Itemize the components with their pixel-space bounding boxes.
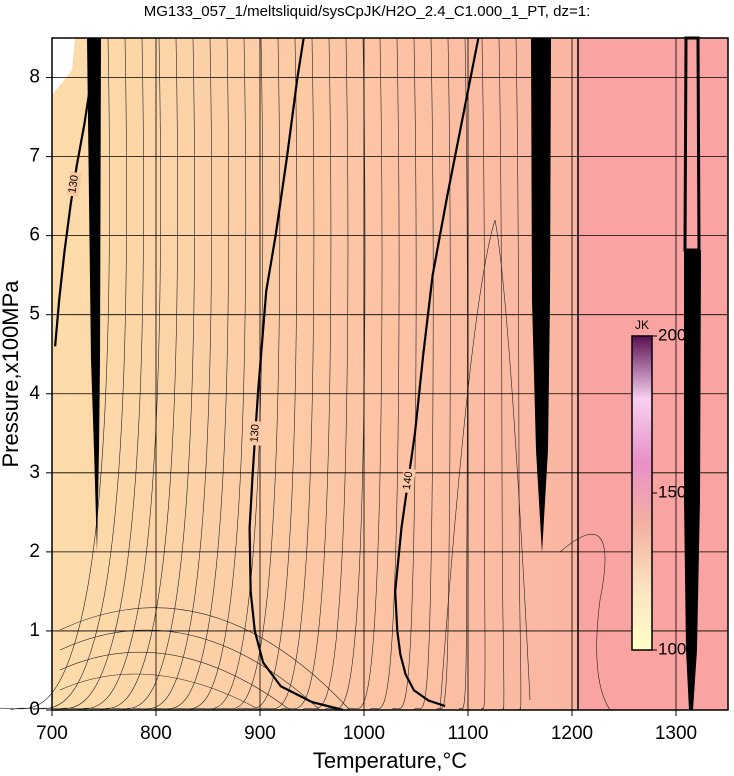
thin-contour [59, 629, 321, 711]
y-tick-label: 4 [29, 383, 40, 404]
y-tick-label: 3 [29, 462, 40, 483]
thin-contour [279, 37, 332, 711]
dense-contour-bands [87, 36, 701, 710]
y-tick-label: 5 [29, 304, 40, 325]
x-tick-label: 1200 [551, 723, 593, 744]
thin-contour [59, 673, 261, 711]
x-tick-label: 700 [36, 723, 68, 744]
dense-contour-band [531, 38, 551, 553]
x-tick-label: 800 [140, 723, 172, 744]
thin-contour [256, 37, 315, 711]
y-tick-label: 6 [29, 225, 40, 246]
thin-contour [369, 37, 400, 711]
y-tick-label: 0 [29, 699, 40, 720]
thin-contour [59, 607, 351, 711]
colorbar-tick-label: 150 [658, 482, 686, 501]
chart-title: MG133_057_1/meltsliquid/sysCpJK/H2O_2.4_… [144, 3, 591, 20]
contour-label-bg [400, 468, 416, 494]
contour-line [248, 37, 344, 712]
contour-label: 130 [66, 174, 81, 194]
contour-label-bg [248, 420, 263, 446]
contour-line [54, 77, 93, 347]
x-tick-label: 1000 [343, 723, 385, 744]
x-tick-label: 1300 [655, 723, 697, 744]
thin-contour [391, 37, 417, 711]
contour-label: 130 [249, 424, 262, 443]
thin-contour [167, 37, 247, 711]
thin-contour [301, 37, 349, 711]
dense-contour-band [684, 250, 701, 710]
thin-contour [439, 219, 531, 711]
x-tick-label: 900 [244, 723, 276, 744]
colorbar-tick-label: 100 [658, 639, 686, 658]
y-axis-label: Pressure,x100MPa [0, 280, 23, 468]
y-tick-label: 7 [29, 146, 40, 167]
colorbar-tick-label: 200 [658, 325, 686, 344]
thin-contour [458, 37, 468, 711]
x-axis-label: Temperature,°C [313, 748, 467, 773]
thin-contour [346, 37, 383, 711]
colorbar-bar [631, 335, 653, 651]
colorbar-label: JK [635, 318, 649, 332]
thin-contour [144, 37, 229, 711]
thin-contour [212, 37, 281, 711]
contour-label: 140 [401, 471, 415, 491]
y-tick-label: 8 [29, 67, 40, 88]
y-tick-label: 2 [29, 541, 40, 562]
colorbar: 100 150 200 JK [631, 318, 686, 658]
no-data-region [52, 38, 75, 95]
contour-line [394, 37, 480, 708]
contours: 130 140 130 [54, 37, 480, 712]
thin-contour [436, 37, 451, 711]
thin-contour [481, 37, 486, 711]
thin-contour [413, 37, 434, 711]
contour-fill-region [578, 38, 728, 710]
plot-frame [51, 37, 729, 711]
thin-contour [189, 37, 264, 711]
dense-contour-band [87, 38, 101, 552]
plot-background [52, 38, 728, 710]
contour-label-bg [66, 171, 82, 198]
thin-contour [122, 37, 212, 711]
thin-contour [559, 533, 611, 711]
y-tick-label: 1 [29, 620, 40, 641]
thin-contours [0, 37, 611, 711]
thin-contour [498, 37, 505, 711]
x-tick-label: 1100 [448, 723, 489, 744]
thin-contour [59, 651, 291, 711]
thin-contour [515, 37, 522, 711]
